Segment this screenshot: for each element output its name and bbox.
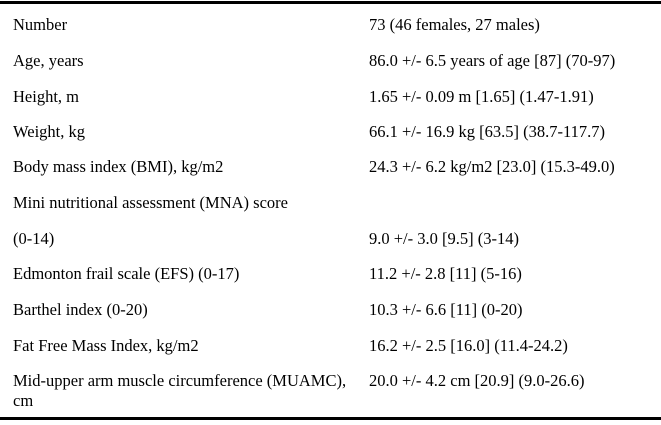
- row-value: 20.0 +/- 4.2 cm [20.9] (9.0-26.6): [369, 371, 585, 390]
- row-label: Mid-upper arm muscle circumference (MUAM…: [13, 371, 347, 410]
- row-value: 66.1 +/- 16.9 kg [63.5] (38.7-117.7): [369, 122, 605, 141]
- row-value: 10.3 +/- 6.6 [11] (0-20): [369, 300, 523, 319]
- row-value: 73 (46 females, 27 males): [369, 15, 540, 34]
- row-value: 86.0 +/- 6.5 years of age [87] (70-97): [369, 51, 616, 70]
- row-value: 9.0 +/- 3.0 [9.5] (3-14): [369, 229, 519, 248]
- row-label: Fat Free Mass Index, kg/m2: [13, 336, 199, 355]
- row-label: Mini nutritional assessment (MNA) score: [13, 193, 288, 212]
- row-value: 11.2 +/- 2.8 [11] (5-16): [369, 264, 522, 283]
- row-label: Barthel index (0-20): [13, 300, 148, 319]
- table-top-rule: [0, 1, 661, 4]
- table-bottom-rule: [0, 417, 661, 420]
- row-label: (0-14): [13, 229, 55, 248]
- row-value: 24.3 +/- 6.2 kg/m2 [23.0] (15.3-49.0): [369, 157, 615, 176]
- row-label: Number: [13, 15, 68, 34]
- row-value: 1.65 +/- 0.09 m [1.65] (1.47-1.91): [369, 87, 594, 106]
- row-label: Edmonton frail scale (EFS) (0-17): [13, 264, 240, 283]
- row-label: Height, m: [13, 87, 79, 106]
- row-value: 16.2 +/- 2.5 [16.0] (11.4-24.2): [369, 336, 568, 355]
- row-label: Age, years: [13, 51, 84, 70]
- row-label: Weight, kg: [13, 122, 85, 141]
- row-label: Body mass index (BMI), kg/m2: [13, 157, 224, 176]
